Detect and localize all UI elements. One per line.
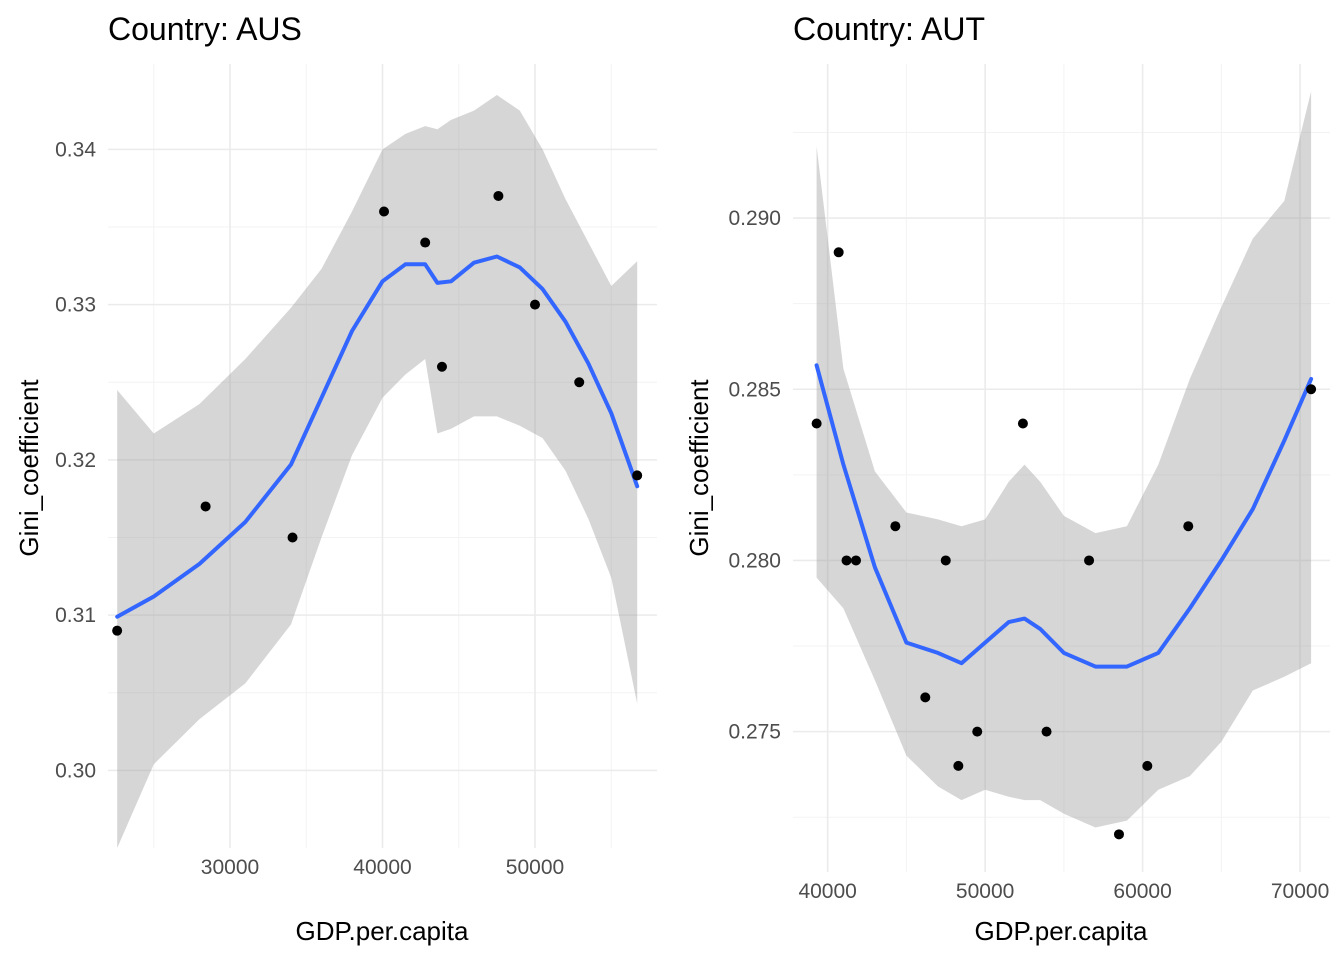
y-tick-label: 0.290 bbox=[728, 207, 781, 230]
x-ticks-aut: 40000 50000 60000 70000 bbox=[798, 880, 1329, 903]
smooth-line-aut bbox=[814, 363, 1314, 669]
y-ticks-aus: 0.30 0.31 0.32 0.33 0.34 bbox=[55, 138, 96, 782]
x-tick-label: 40000 bbox=[353, 856, 411, 879]
panel-aus: Country: AUS 30000 40000 50000 0.300.310.3… bbox=[14, 11, 657, 946]
x-tick-label: 50000 bbox=[956, 880, 1014, 903]
data-point bbox=[953, 760, 964, 771]
data-point bbox=[890, 521, 901, 532]
panel-aut: Country: AUT 40000 50000 60000 70000 0.2750… bbox=[684, 11, 1330, 946]
data-point bbox=[493, 190, 504, 201]
data-point bbox=[287, 532, 298, 543]
x-tick-label: 70000 bbox=[1271, 880, 1329, 903]
data-point bbox=[1183, 521, 1194, 532]
y-axis-title-aus: Gini_coefficient bbox=[14, 379, 44, 557]
data-point bbox=[833, 247, 844, 258]
y-tick-label: 0.280 bbox=[728, 549, 781, 572]
data-point bbox=[379, 206, 390, 217]
data-point bbox=[841, 555, 852, 566]
loess-fit-line bbox=[814, 363, 1314, 669]
y-tick-label: 0.285 bbox=[728, 378, 781, 401]
x-ticks-aus: 30000 40000 50000 bbox=[201, 856, 564, 879]
points-aus bbox=[112, 190, 643, 636]
y-ticks-aut: 0.275 0.280 0.285 0.290 bbox=[728, 207, 781, 744]
x-tick-label: 30000 bbox=[201, 856, 259, 879]
data-point bbox=[632, 470, 643, 481]
y-tick-label: 0.31 bbox=[55, 604, 96, 627]
confidence-ribbon-aut bbox=[816, 91, 1312, 828]
data-point bbox=[1017, 418, 1028, 429]
data-point bbox=[1084, 555, 1095, 566]
data-point bbox=[436, 361, 447, 372]
chart-title-aut: Country: AUT bbox=[793, 11, 985, 47]
minor-grid-aut bbox=[793, 64, 1330, 872]
data-point bbox=[1142, 760, 1153, 771]
smooth-line-aus bbox=[115, 254, 640, 619]
confidence-band bbox=[816, 91, 1312, 828]
y-tick-label: 0.33 bbox=[55, 294, 96, 317]
data-point bbox=[1113, 829, 1124, 840]
y-tick-label: 0.275 bbox=[728, 721, 781, 744]
data-point bbox=[574, 377, 585, 388]
data-point bbox=[200, 501, 211, 512]
data-point bbox=[112, 625, 123, 636]
data-point bbox=[920, 692, 931, 703]
loess-fit-line bbox=[115, 254, 640, 619]
confidence-ribbon-aus bbox=[117, 95, 638, 848]
x-tick-label: 60000 bbox=[1113, 880, 1171, 903]
x-axis-title-aut: GDP.per.capita bbox=[975, 916, 1149, 946]
data-point bbox=[850, 555, 861, 566]
x-axis-title-aus: GDP.per.capita bbox=[296, 916, 470, 946]
points-aut bbox=[811, 247, 1317, 840]
data-point bbox=[940, 555, 951, 566]
confidence-band bbox=[117, 95, 638, 848]
major-grid-aut bbox=[793, 64, 1330, 872]
data-point bbox=[1041, 726, 1052, 737]
x-tick-label: 40000 bbox=[798, 880, 856, 903]
y-tick-label: 0.30 bbox=[55, 759, 96, 782]
data-point bbox=[1306, 384, 1317, 395]
y-tick-label: 0.34 bbox=[55, 138, 96, 161]
y-tick-label: 0.32 bbox=[55, 449, 96, 472]
chart-title-aus: Country: AUS bbox=[108, 11, 302, 47]
x-tick-label: 50000 bbox=[506, 856, 564, 879]
y-axis-title-aut: Gini_coefficient bbox=[684, 379, 714, 557]
data-point bbox=[811, 418, 822, 429]
data-point bbox=[420, 237, 431, 248]
data-point bbox=[972, 726, 983, 737]
major-grid-aus bbox=[108, 64, 657, 848]
data-point bbox=[530, 299, 540, 310]
